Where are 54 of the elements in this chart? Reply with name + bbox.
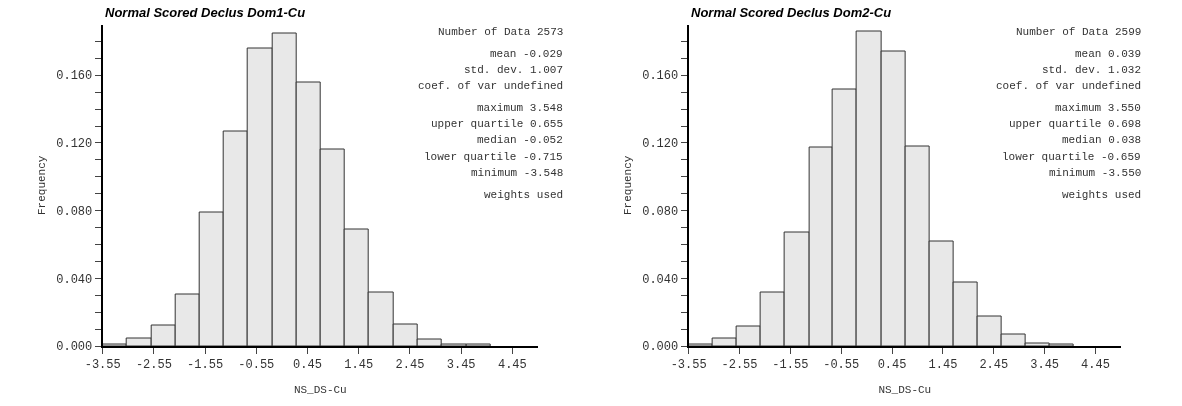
annotation: lower quartile -0.659 (1002, 151, 1141, 163)
y-tick-label: 0.000 (56, 340, 93, 355)
y-tick-label: 0.000 (642, 340, 679, 355)
y-tick-label: 0.160 (56, 69, 93, 84)
x-tick-label: 4.45 (1081, 358, 1110, 373)
annotation: upper quartile 0.655 (431, 118, 564, 130)
x-tick-label: -0.55 (238, 358, 275, 373)
annotation: minimum -3.548 (471, 167, 564, 179)
y-tick-label: 0.080 (56, 204, 93, 219)
x-tick-label: 3.45 (446, 358, 476, 373)
annotation: maximum 3.550 (1055, 102, 1141, 114)
annotation: lower quartile -0.715 (424, 151, 563, 163)
x-axis-title: NS_DS-Cu (293, 384, 347, 397)
annotation: upper quartile 0.698 (1009, 118, 1142, 130)
annotation: std. dev. 1.032 (1042, 64, 1142, 76)
y-tick-label: 0.080 (642, 204, 679, 219)
annotation: coef. of var undefined (996, 80, 1142, 92)
y-tick-label: 0.160 (642, 69, 679, 84)
x-tick-label: 0.45 (877, 358, 907, 373)
annotation: Number of Data 2573 (438, 26, 564, 38)
x-tick-label: 2.45 (395, 358, 425, 373)
annotation: mean -0.029 (490, 48, 563, 60)
annotation: Number of Data 2599 (1016, 26, 1142, 38)
annotation: median 0.038 (1062, 134, 1142, 146)
x-axis-title: NS_DS-Cu (878, 384, 932, 397)
x-tick-label: -3.55 (670, 358, 707, 373)
annotation: maximum 3.548 (477, 102, 563, 114)
chart-title: Normal Scored Declus Dom1-Cu (105, 5, 306, 20)
x-tick-label: -3.55 (84, 358, 121, 373)
y-tick-label: 0.120 (56, 137, 93, 152)
annotation: mean 0.039 (1075, 48, 1142, 60)
annotation: minimum -3.550 (1049, 167, 1142, 179)
annotation: coef. of var undefined (418, 80, 564, 92)
x-tick-label: -0.55 (823, 358, 860, 373)
y-axis-title: Frequency (36, 155, 49, 215)
annotation: weights used (484, 189, 564, 201)
x-tick-label: -1.55 (187, 358, 224, 373)
annotation: weights used (1062, 189, 1142, 201)
x-tick-label: -1.55 (772, 358, 809, 373)
x-tick-label: 3.45 (1030, 358, 1060, 373)
chart-title: Normal Scored Declus Dom2-Cu (691, 5, 892, 20)
x-tick-label: 4.45 (497, 358, 527, 373)
x-tick-label: -2.55 (135, 358, 172, 373)
y-axis-title: Frequency (622, 155, 635, 215)
y-tick-label: 0.120 (642, 137, 679, 152)
y-tick-label: 0.040 (56, 272, 93, 287)
annotation: median -0.052 (477, 134, 563, 146)
annotation: std. dev. 1.007 (464, 64, 564, 76)
x-tick-label: 1.45 (344, 358, 374, 373)
x-tick-label: -2.55 (721, 358, 758, 373)
x-tick-label: 2.45 (979, 358, 1009, 373)
y-tick-label: 0.040 (642, 272, 679, 287)
x-tick-label: 1.45 (928, 358, 958, 373)
x-tick-label: 0.45 (293, 358, 322, 373)
